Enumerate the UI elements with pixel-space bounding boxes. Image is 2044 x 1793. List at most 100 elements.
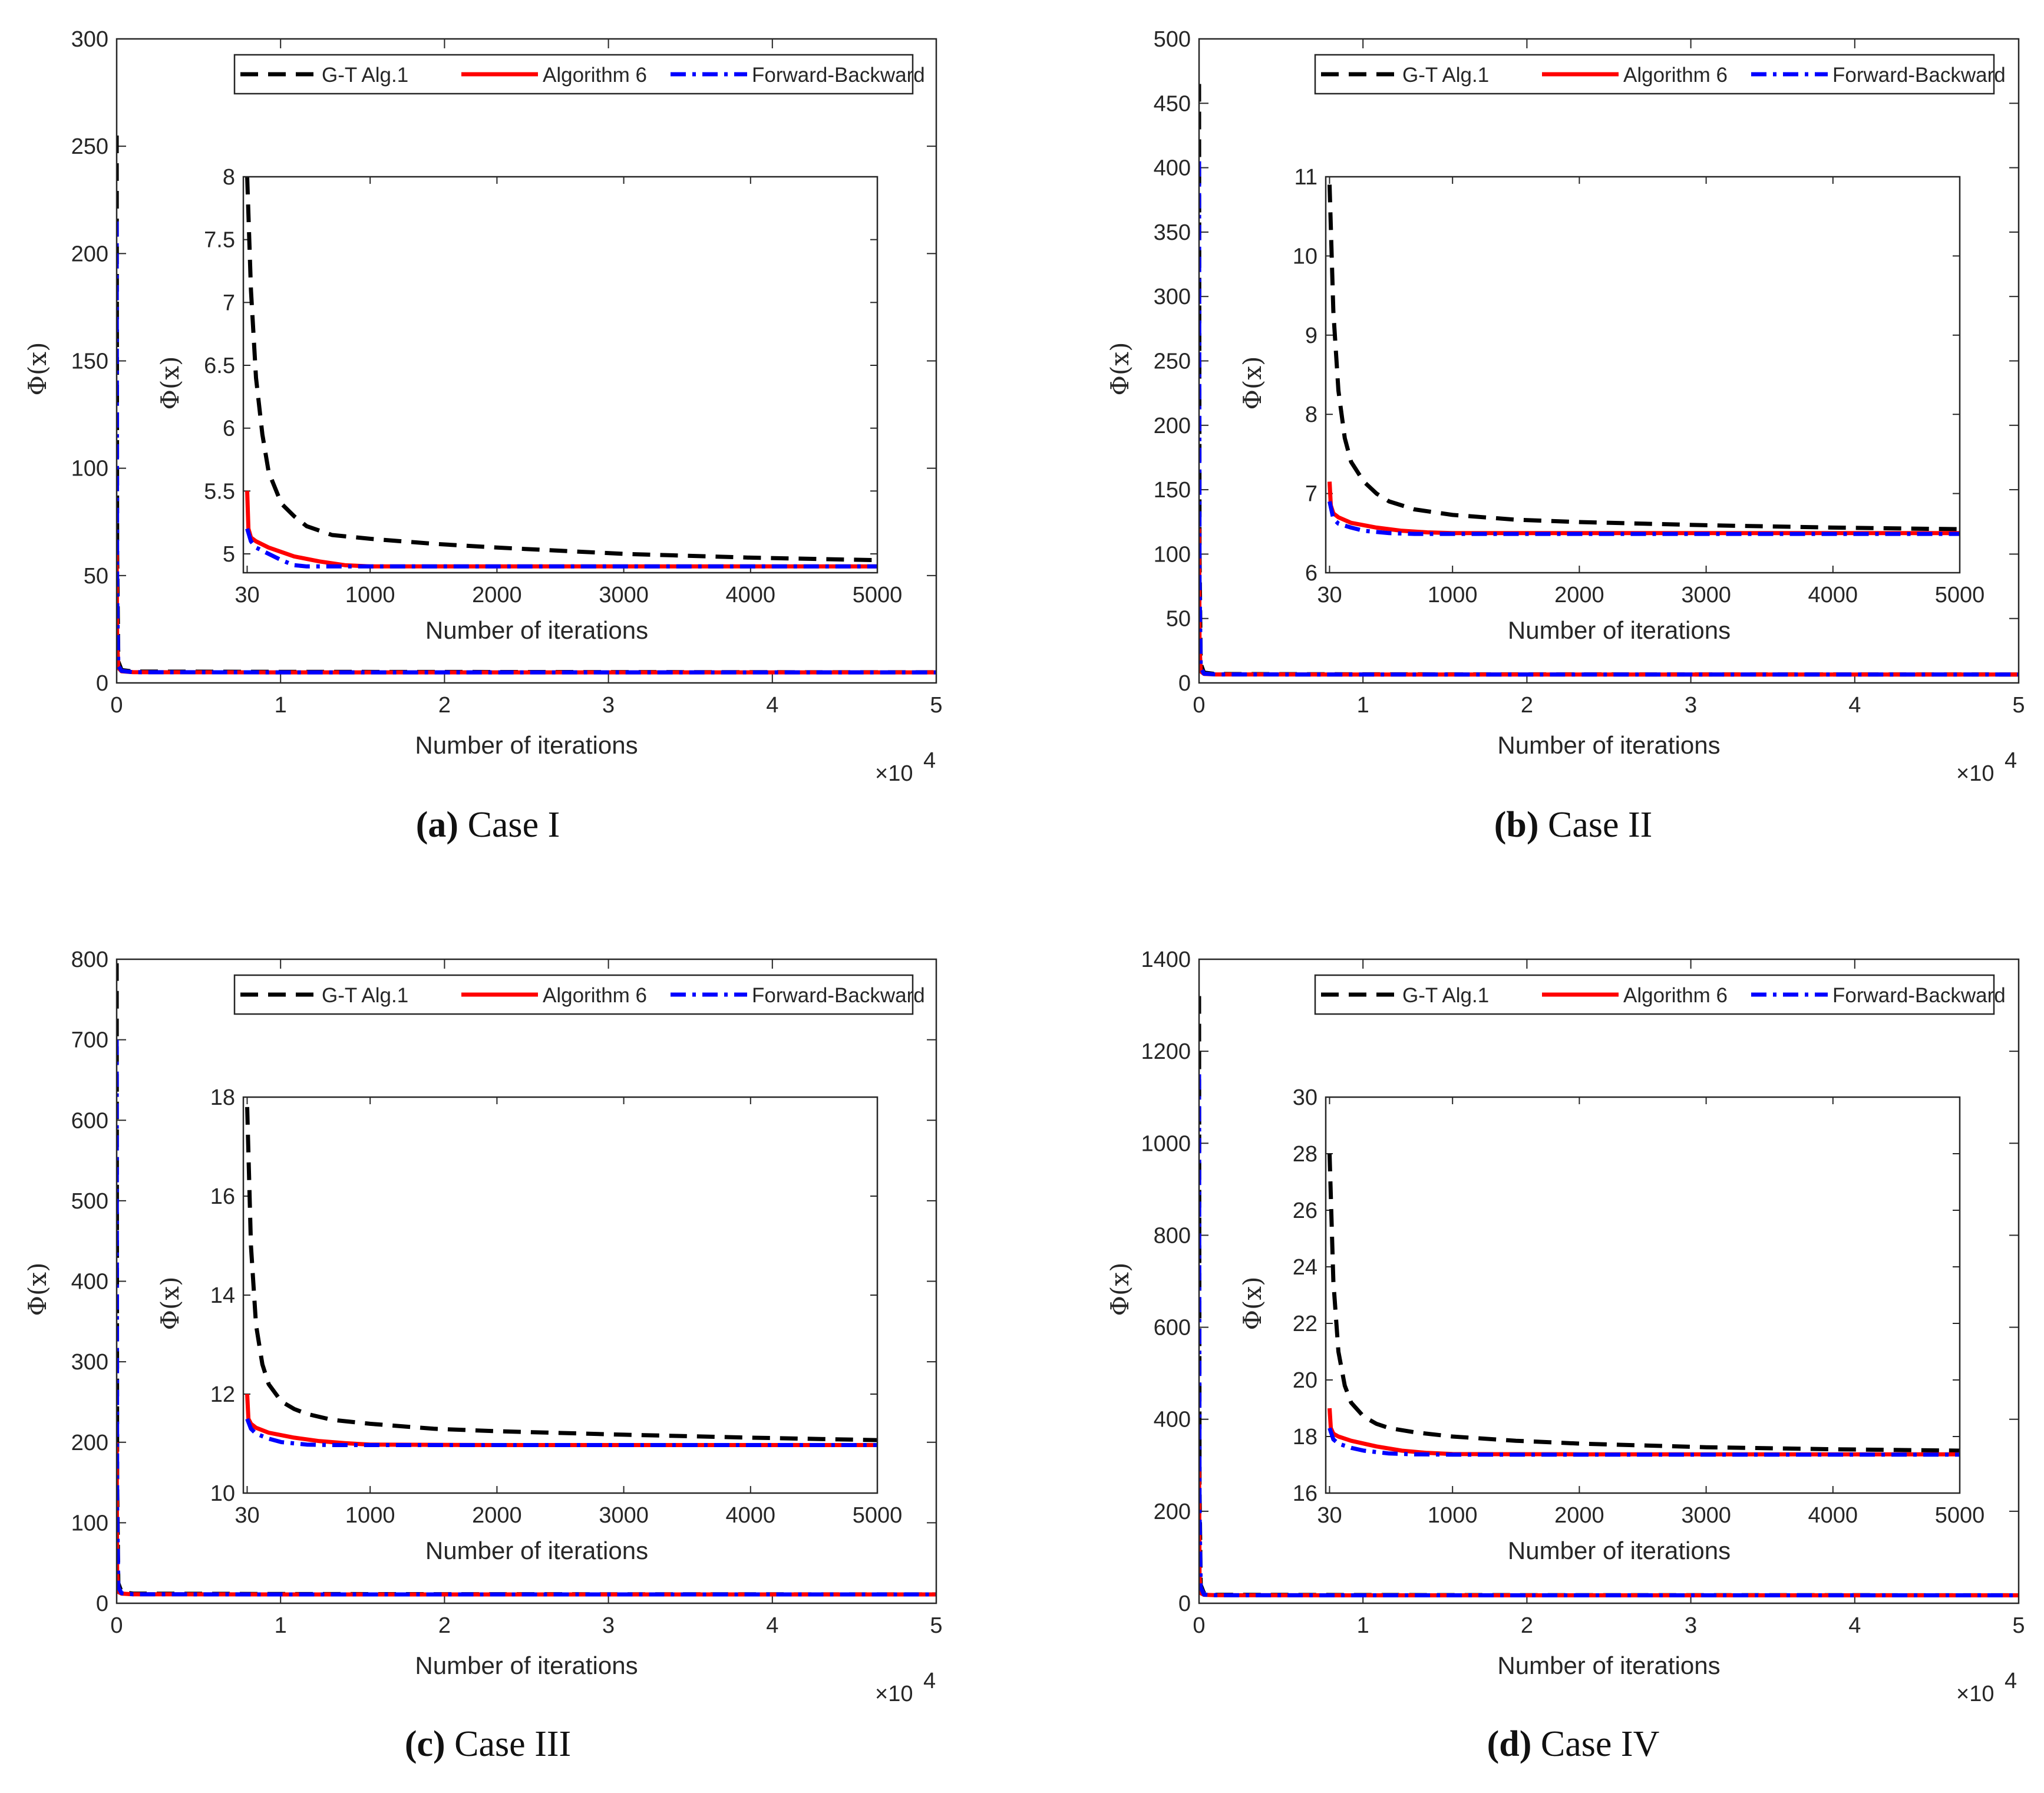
panel-b-inset-ytick-label: 8 (1305, 402, 1317, 427)
panel-a-main-xtick-label: 0 (110, 693, 123, 718)
panel-d-main-ytick-label: 600 (1154, 1316, 1191, 1340)
panel-d-inset-series-dashed-line (1328, 1153, 1960, 1453)
panel-d-main-xtick-label: 1 (1357, 1613, 1369, 1638)
panel-c-main-xtick-label: 4 (766, 1613, 778, 1638)
panel-b-inset-plot-area (1326, 177, 1960, 573)
panel-a-inset-ytick-label: 6.5 (204, 354, 235, 378)
panel-a-caption-letter: (a) (416, 805, 458, 845)
panel-c-main-xtick-label: 3 (602, 1613, 615, 1638)
panel-d-legend-label: Algorithm 6 (1623, 984, 1728, 1007)
panel-a-inset-ytick-label: 7 (223, 290, 235, 315)
panel-b-x-multiplier-base: ×10 (1956, 761, 1994, 786)
panel-c-main-ytick-label: 800 (71, 947, 108, 972)
panel-d-main-ytick-label: 0 (1178, 1591, 1191, 1616)
panel-a-main-ytick-label: 100 (71, 457, 108, 481)
panel-b-inset-series-dashed-line (1328, 184, 1960, 531)
panel-d-inset-ytick-label: 20 (1293, 1368, 1317, 1393)
panel-c-inset-xtick-label: 5000 (853, 1503, 903, 1528)
panel-a-x-multiplier-exp: 4 (923, 748, 936, 773)
panel-d-caption-text: Case IV (1531, 1724, 1659, 1764)
panel-d-inset-ytick-label: 26 (1293, 1198, 1317, 1223)
panel-d-main-xtick-label: 4 (1848, 1613, 1861, 1638)
panel-d-main-series-dashdot-line (1199, 1074, 2019, 1597)
panel-b-main-ytick-label: 500 (1154, 27, 1191, 52)
panel-a-main-ytick-label: 50 (84, 564, 108, 589)
panel-c-inset-plot-area (243, 1097, 877, 1493)
panel-c-inset-frame (242, 1096, 879, 1494)
panel-a-inset-ytick-label: 7.5 (204, 228, 235, 253)
panel-d-x-multiplier: ×10 4 (1956, 1669, 2017, 1706)
panel-a-legend-label: G-T Alg.1 (322, 64, 408, 87)
panel-c-inset-ytick-label: 10 (210, 1481, 235, 1506)
panel-d-main-ytick-label: 200 (1154, 1500, 1191, 1524)
panel-d: 0 1 2 3 4 5 0 200 400 600 800 1000 1200 1400 Number of… (1105, 947, 2025, 1764)
panel-b-main-xtick-label: 1 (1357, 693, 1369, 718)
panel-a-inset-ylabel: Φ(x) (156, 356, 184, 410)
panel-c-main-ytick-label: 200 (71, 1431, 108, 1455)
panel-a-inset-plot-area (243, 177, 877, 573)
panel-b-inset-xtick-label: 3000 (1681, 583, 1731, 607)
panel-b-main-ytick-label: 300 (1154, 285, 1191, 309)
panel-c-caption-letter: (c) (405, 1724, 445, 1764)
panel-b-caption-text: Case II (1538, 805, 1652, 845)
panel-a-legend-box (233, 54, 914, 95)
panel-b-main-ytick-label: 250 (1154, 349, 1191, 374)
panel-c-main-ytick-label: 700 (71, 1028, 108, 1053)
panel-d-legend-label: G-T Alg.1 (1402, 984, 1489, 1007)
panel-b: 0 1 2 3 4 5050100150200250300350400450500Numb… (1105, 27, 2025, 845)
panel-d-x-multiplier-base: ×10 (1956, 1682, 1994, 1706)
panel-a-caption-text: Case I (458, 805, 560, 845)
panel-c-main-ytick-label: 600 (71, 1108, 108, 1133)
panel-b-main-xlabel: Number of iterations (1497, 731, 1720, 759)
panel-d-inset-ytick-label: 28 (1293, 1142, 1317, 1167)
panel-b-main-ytick-label: 150 (1154, 478, 1191, 503)
panel-b-legend: G-T Alg.1 Algorithm 6 Forward-Backward (1314, 54, 2006, 95)
panel-c-main-ytick-label: 400 (71, 1270, 108, 1295)
panel-b-main-ytick-label: 200 (1154, 414, 1191, 438)
panel-a-inset-ytick-label: 6 (223, 417, 235, 441)
panel-a-inset-series-dashed-line (245, 177, 877, 563)
panel-c-inset-series-dashed-line (245, 1107, 877, 1442)
panel-a-main-ytick-label: 250 (71, 134, 108, 159)
panel-c-x-multiplier: ×10 4 (875, 1669, 936, 1706)
panel-c-inset-ytick-label: 12 (210, 1382, 235, 1407)
panel-c-main-ytick-label: 500 (71, 1189, 108, 1214)
panel-d-inset-xtick-label: 2000 (1554, 1503, 1604, 1528)
panel-b-inset-ytick-label: 9 (1305, 323, 1317, 348)
panel-d-main-frame (1198, 958, 2020, 1604)
panel-d-inset-xtick-label: 1000 (1428, 1503, 1478, 1528)
panel-d-main-ytick-label: 1400 (1141, 947, 1191, 972)
panel-d-inset-ytick-label: 16 (1293, 1481, 1317, 1506)
panel-c-inset-xtick-label: 3000 (599, 1503, 649, 1528)
panel-d-caption: (d) Case IV (1487, 1724, 1660, 1764)
panel-d-inset-ylabel: Φ(x) (1238, 1277, 1267, 1330)
panel-b-caption-letter: (b) (1494, 805, 1539, 845)
panel-a-main-ytick-label: 300 (71, 27, 108, 52)
panel-a-inset-ytick-label: 5 (223, 542, 235, 567)
panel-d-inset-ytick-label: 22 (1293, 1312, 1317, 1336)
panel-b-legend-box (1314, 54, 1995, 95)
panel-a-legend: G-T Alg.1 Algorithm 6 Forward-Backward (233, 54, 925, 95)
panel-d-inset-ytick-label: 18 (1293, 1425, 1317, 1449)
panel-c-inset-xlabel: Number of iterations (425, 1537, 648, 1564)
panel-a-main-xtick-label: 3 (602, 693, 615, 718)
panel-a-inset-xtick-label: 4000 (726, 583, 776, 607)
panel-b-main-ytick-label: 400 (1154, 156, 1191, 181)
panel-a-inset-frame (242, 176, 879, 574)
panel-b-x-multiplier: ×10 4 (1956, 748, 2017, 786)
panel-c-caption: (c) Case III (405, 1724, 571, 1764)
panel-c-inset-ytick-label: 16 (210, 1184, 235, 1209)
panel-c-main-xtick-label: 1 (275, 1613, 287, 1638)
panel-b-main-ytick-label: 0 (1178, 671, 1191, 696)
panel-d-main-ytick-label: 1000 (1141, 1131, 1191, 1156)
panel-a-inset-xtick-label: 30 (235, 583, 259, 607)
panel-a-inset-xtick-label: 5000 (853, 583, 903, 607)
panel-a-inset-xlabel: Number of iterations (425, 616, 648, 644)
panel-a-main-xtick-label: 4 (766, 693, 778, 718)
panel-a-inset-ytick-label: 8 (223, 165, 235, 190)
panel-b-legend-label: G-T Alg.1 (1402, 64, 1489, 87)
panel-d-legend-label: Forward-Backward (1832, 984, 2006, 1007)
panel-d-legend: G-T Alg.1 Algorithm 6 Forward-Backward (1314, 974, 2006, 1015)
panel-b-main-ylabel: Φ(x) (1105, 342, 1134, 396)
